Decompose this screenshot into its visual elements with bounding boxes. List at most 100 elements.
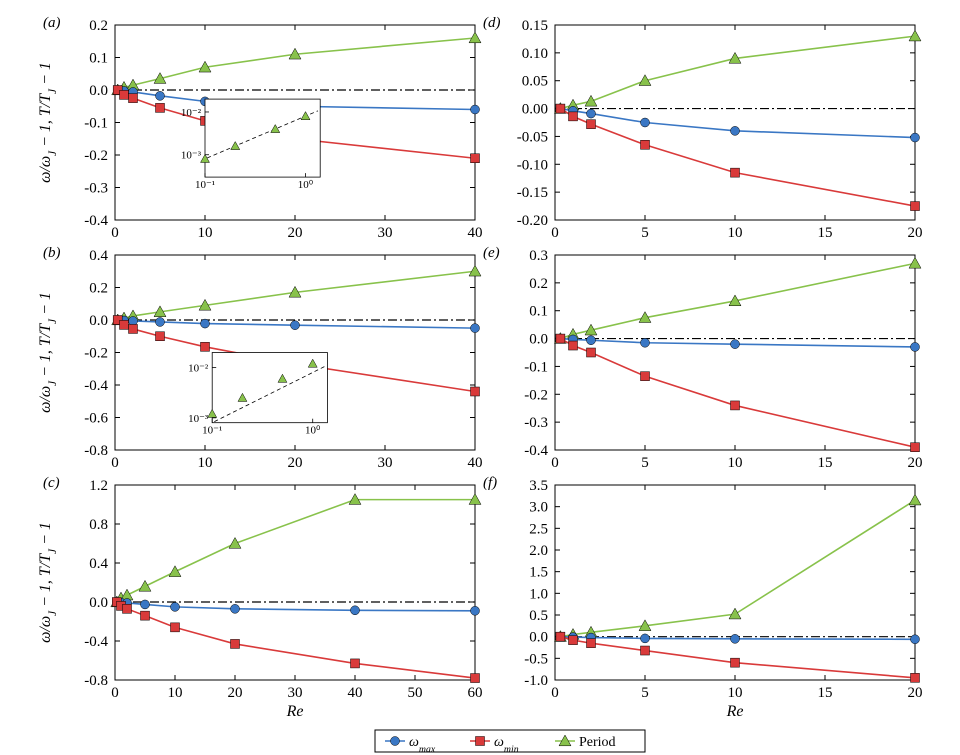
inset-ytick: 10⁻³ xyxy=(188,413,209,425)
marker-omega_min xyxy=(731,658,740,667)
ytick-label: -0.2 xyxy=(84,346,108,362)
xtick-label: 30 xyxy=(288,685,303,701)
marker-omega_max xyxy=(201,319,210,328)
ytick-label: 0.2 xyxy=(89,18,108,34)
ytick-label: 0.0 xyxy=(89,83,108,99)
panel-label-d: (d) xyxy=(483,15,501,31)
marker-omega_max xyxy=(587,109,596,118)
ytick-label: 0.0 xyxy=(89,313,108,329)
ytick-label: 0.00 xyxy=(522,102,548,118)
ytick-label: -0.4 xyxy=(84,634,108,650)
panel-label-f: (f) xyxy=(483,475,497,491)
ytick-label: 1.0 xyxy=(529,586,548,602)
marker-omega_min xyxy=(123,604,132,613)
xtick-label: 60 xyxy=(468,685,483,701)
marker-omega_min xyxy=(641,372,650,381)
marker-omega_min xyxy=(129,94,138,103)
xtick-label: 0 xyxy=(111,225,119,241)
ytick-label: -0.6 xyxy=(84,411,108,427)
xaxis-title: Re xyxy=(286,703,304,720)
marker-omega_min xyxy=(201,342,210,351)
marker-omega_min xyxy=(156,332,165,341)
marker-omega_max xyxy=(391,737,400,746)
ytick-label: -0.1 xyxy=(524,359,548,375)
panel-label-a: (a) xyxy=(43,15,61,31)
ytick-label: 3.0 xyxy=(529,500,548,516)
inset-xtick: 10⁰ xyxy=(305,425,321,437)
ytick-label: 0.10 xyxy=(522,46,548,62)
xtick-label: 10 xyxy=(198,455,213,471)
ytick-label: -0.20 xyxy=(517,213,548,229)
panel-label-c: (c) xyxy=(43,475,60,491)
xaxis-title: Re xyxy=(726,703,744,720)
ytick-label: 2.5 xyxy=(529,521,548,537)
marker-omega_min xyxy=(556,632,565,641)
marker-omega_max xyxy=(156,91,165,100)
ytick-label: 0.1 xyxy=(529,304,548,320)
xtick-label: 20 xyxy=(228,685,243,701)
xtick-label: 0 xyxy=(111,685,119,701)
marker-omega_min xyxy=(231,639,240,648)
marker-omega_min xyxy=(171,623,180,632)
ytick-label: 0.4 xyxy=(89,248,108,264)
marker-omega_max xyxy=(641,634,650,643)
marker-omega_max xyxy=(171,602,180,611)
marker-omega_min xyxy=(120,90,129,99)
ytick-label: 0.1 xyxy=(89,51,108,67)
marker-omega_max xyxy=(731,634,740,643)
ytick-label: 0.15 xyxy=(522,18,548,34)
marker-omega_min xyxy=(911,443,920,452)
xtick-label: 40 xyxy=(468,455,483,471)
marker-omega_min xyxy=(731,401,740,410)
xtick-label: 20 xyxy=(288,225,303,241)
marker-omega_max xyxy=(587,336,596,345)
xtick-label: 10 xyxy=(168,685,183,701)
xtick-label: 40 xyxy=(468,225,483,241)
xtick-label: 0 xyxy=(111,455,119,471)
inset-ytick: 10⁻³ xyxy=(181,150,202,162)
ytick-label: -0.3 xyxy=(524,415,548,431)
ytick-label: -0.5 xyxy=(524,651,548,667)
ytick-label: 1.5 xyxy=(529,565,548,581)
xtick-label: 30 xyxy=(378,455,393,471)
marker-omega_min xyxy=(556,104,565,113)
marker-omega_min xyxy=(731,168,740,177)
ytick-label: 2.0 xyxy=(529,543,548,559)
marker-omega_max xyxy=(156,317,165,326)
ytick-label: -0.4 xyxy=(84,378,108,394)
marker-omega_min xyxy=(587,348,596,357)
marker-omega_min xyxy=(120,320,129,329)
ytick-label: -0.8 xyxy=(84,673,108,689)
xtick-label: 10 xyxy=(728,225,743,241)
inset-ytick: 10⁻² xyxy=(181,107,202,119)
marker-omega_max xyxy=(911,342,920,351)
marker-omega_max xyxy=(471,606,480,615)
inset-xtick: 10⁻¹ xyxy=(202,425,222,437)
inset-box xyxy=(205,99,320,177)
marker-omega_min xyxy=(587,639,596,648)
marker-omega_max xyxy=(351,606,360,615)
xtick-label: 50 xyxy=(408,685,423,701)
ytick-label: -0.4 xyxy=(84,213,108,229)
legend: ωmaxωminPeriod xyxy=(375,730,645,755)
ytick-label: -1.0 xyxy=(524,673,548,689)
ytick-label: 0.2 xyxy=(529,276,548,292)
marker-omega_min xyxy=(156,103,165,112)
marker-omega_min xyxy=(641,140,650,149)
marker-omega_max xyxy=(731,126,740,135)
xtick-label: 5 xyxy=(641,225,649,241)
marker-omega_max xyxy=(731,340,740,349)
marker-omega_min xyxy=(569,112,578,121)
marker-omega_min xyxy=(556,334,565,343)
xtick-label: 40 xyxy=(348,685,363,701)
marker-omega_max xyxy=(231,604,240,613)
xtick-label: 30 xyxy=(378,225,393,241)
ytick-label: 0.2 xyxy=(89,281,108,297)
marker-omega_min xyxy=(911,202,920,211)
marker-omega_min xyxy=(476,737,485,746)
xtick-label: 5 xyxy=(641,685,649,701)
ytick-label: -0.2 xyxy=(524,387,548,403)
ytick-label: 0.5 xyxy=(529,608,548,624)
ytick-label: -0.15 xyxy=(517,185,548,201)
marker-omega_min xyxy=(471,674,480,683)
